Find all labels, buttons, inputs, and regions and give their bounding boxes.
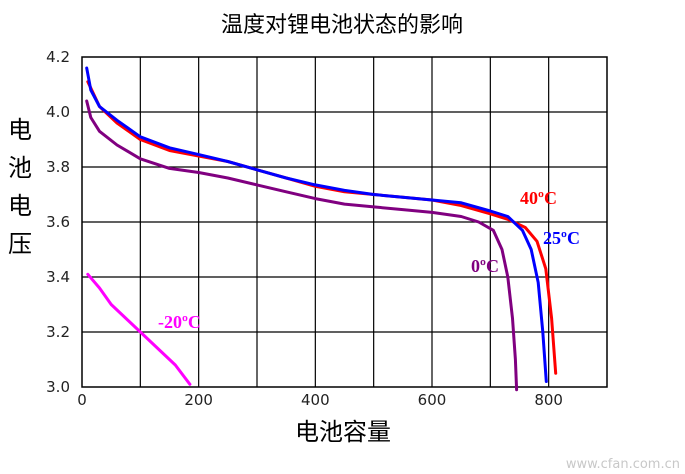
x-tick-label: 800: [534, 391, 563, 409]
y-tick-label: 3.6: [46, 213, 70, 231]
series-label-40C: 40ºC: [520, 188, 557, 208]
series-label-0C: 0ºC: [471, 256, 499, 276]
x-axis-label: 电池容量: [295, 418, 391, 446]
y-axis-label-char: 电: [8, 192, 32, 220]
x-tick-label: 600: [418, 391, 447, 409]
axis-ticks: 0 200 400 600 800 3.0 3.2 3.4 3.6 3.8 4.0 4.2: [46, 48, 563, 409]
series-labels: 40ºC 25ºC 0ºC -20ºC: [158, 188, 580, 332]
y-tick-label: 4.2: [46, 48, 70, 66]
y-tick-label: 4.0: [46, 103, 70, 121]
series-line-25C: [85, 66, 548, 383]
series-line-0C: [85, 99, 519, 392]
y-axis-label-char: 池: [8, 154, 32, 182]
y-tick-label: 3.4: [46, 268, 70, 286]
series-lines: [85, 66, 558, 392]
series-label-25C: 25ºC: [543, 228, 580, 248]
y-tick-label: 3.0: [46, 378, 70, 396]
series-line-minus-20C: [86, 272, 192, 386]
y-axis-label-char: 压: [8, 230, 32, 258]
chart-title: 温度对锂电池状态的影响: [221, 13, 463, 38]
grid: [81, 56, 608, 388]
x-tick-label: 0: [77, 391, 87, 409]
y-tick-label: 3.8: [46, 158, 70, 176]
watermark: www.cfan.com.cn: [566, 457, 680, 472]
y-axis-label-char: 电: [8, 116, 32, 144]
x-tick-label: 200: [184, 391, 213, 409]
y-tick-label: 3.2: [46, 323, 70, 341]
x-tick-label: 400: [301, 391, 330, 409]
series-label-minus-20C: -20ºC: [158, 312, 201, 332]
